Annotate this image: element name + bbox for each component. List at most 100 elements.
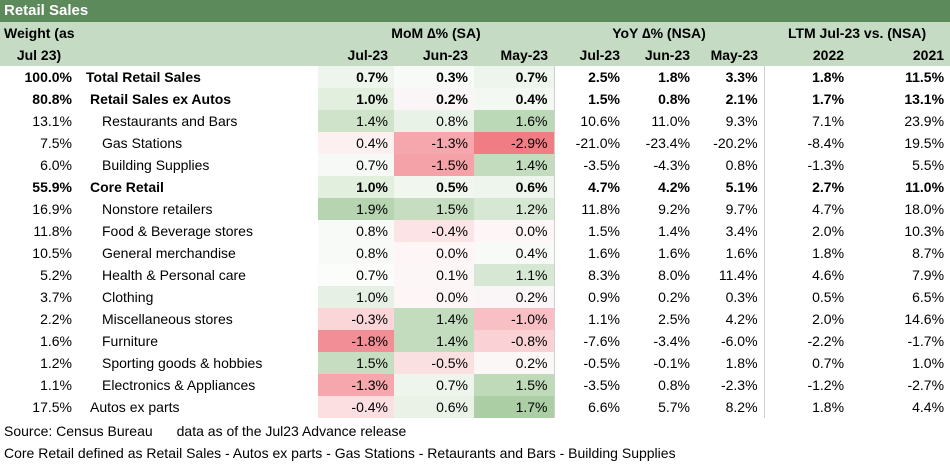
category-name-cell: Retail Sales ex Autos (90, 91, 232, 107)
category-name-cell: Autos ex parts (90, 399, 180, 415)
ltm-value-cell: 11.5% (905, 69, 945, 85)
ltm-value-cell: 6.5% (912, 289, 945, 305)
yoy-value-cell: -3.5% (553, 154, 627, 176)
ltm-group-header: LTM Jul-23 vs. (NSA) (764, 22, 950, 44)
yoy-value-cell: 9.3% (725, 113, 758, 129)
mom-value-cell: 1.9% (318, 198, 394, 220)
table-row: 1.2% Sporting goods & hobbies 1.5% -0.5% 0.2… (0, 352, 950, 374)
yoy-value-cell: 9.2% (658, 201, 691, 217)
footnotes: Source: Census Bureau data as of the Jul2… (0, 420, 950, 464)
weight-cell: 3.7% (40, 289, 72, 305)
yoy-value-cell: 3.4% (725, 223, 758, 239)
category-name-cell: Health & Personal care (102, 267, 246, 283)
ltm-value-cell: 1.7% (763, 88, 851, 110)
mom-value-cell: -1.0% (474, 308, 555, 330)
ltm-value-cell: 1.8% (763, 396, 851, 418)
ltm-col-header: 2022 (764, 44, 851, 66)
category-name-cell: Electronics & Appliances (102, 377, 256, 393)
table-row: 55.9% Core Retail 1.0% 0.5% 0.6% 4.7% 4.2% 5.1%… (0, 176, 950, 198)
mom-value-cell: -1.8% (318, 330, 394, 352)
yoy-col-header: Jul-23 (554, 44, 627, 66)
table-row: 2.2% Miscellaneous stores -0.3% 1.4% -1.0% 1.… (0, 308, 950, 330)
name-header (78, 22, 318, 44)
yoy-value-cell: -3.4% (653, 333, 691, 349)
mom-value-cell: 0.0% (474, 220, 555, 242)
yoy-value-cell: 1.1% (553, 308, 627, 330)
yoy-value-cell: 1.8% (725, 355, 758, 371)
yoy-value-cell: -23.4% (645, 135, 691, 151)
category-name-cell: Nonstore retailers (102, 201, 213, 217)
table-row: 5.2% Health & Personal care 0.7% 0.1% 1.1% 8.… (0, 264, 950, 286)
category-name-cell: Total Retail Sales (86, 69, 201, 85)
mom-value-cell: 1.4% (474, 154, 555, 176)
yoy-value-cell: 0.8% (658, 91, 691, 107)
mom-col-header: Jul-23 (318, 44, 394, 66)
ltm-value-cell: 7.1% (763, 110, 851, 132)
category-name-cell: Sporting goods & hobbies (102, 355, 263, 371)
ltm-value-cell: 5.5% (912, 157, 945, 173)
mom-value-cell: 1.5% (474, 374, 555, 396)
mom-value-cell: -1.3% (394, 132, 474, 154)
mom-value-cell: 0.6% (394, 396, 474, 418)
ltm-value-cell: 1.8% (763, 66, 851, 88)
category-name-cell: Restaurants and Bars (102, 113, 238, 129)
name-header-blank (78, 44, 318, 66)
ltm-value-cell: -8.4% (763, 132, 851, 154)
yoy-value-cell: 1.5% (553, 88, 627, 110)
mom-value-cell: 0.7% (318, 154, 394, 176)
mom-value-cell: 0.7% (318, 66, 394, 88)
source-text: Source: Census Bureau (4, 423, 153, 439)
yoy-value-cell: -0.5% (553, 352, 627, 374)
mom-group-header: MoM ∆% (SA) (318, 22, 555, 44)
weight-cell: 5.2% (40, 267, 72, 283)
mom-value-cell: 1.5% (318, 352, 394, 374)
yoy-group-header: YoY ∆% (NSA) (554, 22, 765, 44)
yoy-value-cell: 1.5% (553, 220, 627, 242)
yoy-value-cell: -6.0% (720, 333, 758, 349)
mom-value-cell: -0.8% (474, 330, 555, 352)
yoy-value-cell: 0.8% (658, 377, 691, 393)
yoy-value-cell: -3.5% (553, 374, 627, 396)
yoy-value-cell: 0.8% (725, 157, 758, 173)
ltm-value-cell: 14.6% (904, 311, 945, 327)
table-row: 17.5% Autos ex parts -0.4% 0.6% 1.7% 6.6% 5.7%… (0, 396, 950, 418)
mom-value-cell: 0.5% (394, 176, 474, 198)
mom-value-cell: 0.4% (474, 242, 555, 264)
table-title: Retail Sales (0, 0, 950, 22)
ltm-value-cell: 13.1% (904, 91, 945, 107)
ltm-value-cell: -2.2% (763, 330, 851, 352)
yoy-value-cell: 2.5% (658, 311, 691, 327)
weight-cell: 16.9% (32, 201, 72, 217)
yoy-value-cell: 1.6% (725, 245, 758, 261)
mom-value-cell: 0.8% (394, 110, 474, 132)
source-note: Source: Census Bureau data as of the Jul2… (0, 420, 950, 442)
mom-value-cell: 0.7% (394, 374, 474, 396)
weight-cell: 80.8% (32, 91, 72, 107)
table-row: 10.5% General merchandise 0.8% 0.0% 0.4% 1.6%… (0, 242, 950, 264)
header-row-groups: Weight (as of MoM ∆% (SA) YoY ∆% (NSA) L… (0, 22, 950, 44)
yoy-value-cell: 4.2% (725, 311, 758, 327)
weight-cell: 17.5% (32, 399, 72, 415)
yoy-value-cell: 11.0% (651, 113, 691, 129)
mom-col-header: May-23 (474, 44, 555, 66)
mom-value-cell: -2.9% (474, 132, 555, 154)
table-row: 80.8% Retail Sales ex Autos 1.0% 0.2% 0.4% 1.… (0, 88, 950, 110)
ltm-value-cell: 0.7% (763, 352, 851, 374)
mom-col-header: Jun-23 (394, 44, 474, 66)
ltm-value-cell: 23.9% (904, 113, 945, 129)
ltm-value-cell: 19.5% (904, 135, 945, 151)
yoy-value-cell: 8.2% (725, 399, 758, 415)
ltm-value-cell: -1.2% (763, 374, 851, 396)
table-body: 100.0% Total Retail Sales 0.7% 0.3% 0.7% 2.5%… (0, 66, 950, 418)
mom-value-cell: 0.8% (318, 242, 394, 264)
weight-cell: 13.1% (32, 113, 72, 129)
ltm-value-cell: 4.4% (912, 399, 945, 415)
yoy-value-cell: 5.7% (658, 399, 691, 415)
yoy-value-cell: 0.3% (725, 289, 758, 305)
ltm-value-cell: 8.7% (912, 245, 945, 261)
weight-cell: 1.1% (40, 377, 72, 393)
data-note-text: data as of the Jul23 Advance release (176, 423, 407, 439)
mom-value-cell: 0.7% (474, 66, 555, 88)
mom-value-cell: 0.2% (474, 352, 555, 374)
weight-cell: 10.5% (32, 245, 72, 261)
